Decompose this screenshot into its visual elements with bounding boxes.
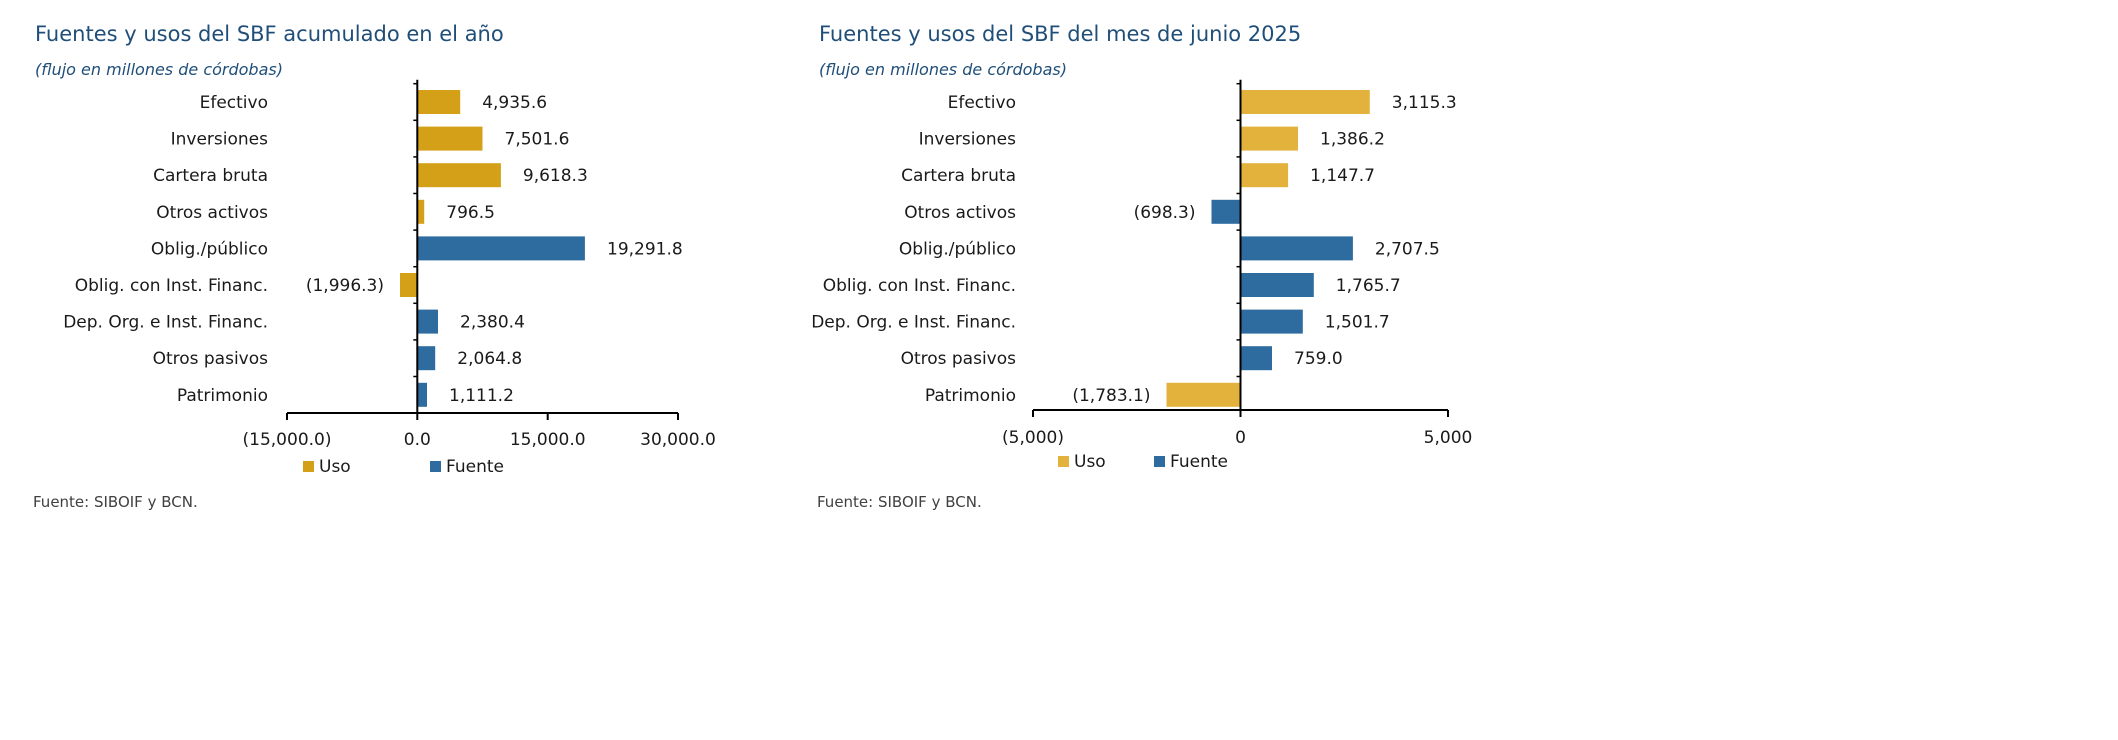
legend-swatch-uso [303, 461, 314, 472]
bar-4 [417, 199, 425, 224]
data-label: (698.3) [1134, 203, 1196, 223]
bar-2 [1240, 126, 1298, 151]
data-label: 2,064.8 [457, 349, 522, 369]
x-tick-label: 15,000.0 [510, 430, 586, 450]
chart-source: Fuente: SIBOIF y BCN. [817, 493, 982, 511]
legend-label: Fuente [1170, 452, 1228, 472]
bar-1 [1240, 90, 1370, 114]
bar-8 [1240, 346, 1272, 371]
bar-1 [417, 90, 461, 114]
bar-5 [1240, 236, 1353, 261]
bar-6 [1240, 273, 1314, 297]
bar-5 [417, 236, 585, 261]
data-label: 759.0 [1294, 349, 1343, 369]
x-tick-label: 0.0 [404, 430, 431, 450]
chart-source: Fuente: SIBOIF y BCN. [33, 493, 198, 511]
data-label: (1,996.3) [306, 276, 384, 296]
x-tick-label: 0 [1235, 428, 1246, 448]
category-label: Otros pasivos [901, 349, 1017, 369]
data-label: 3,115.3 [1392, 93, 1457, 113]
data-label: 19,291.8 [607, 239, 683, 259]
bar-7 [417, 309, 438, 334]
category-label: Oblig. con Inst. Financ. [823, 276, 1016, 296]
legend-label: Fuente [446, 457, 504, 477]
bar-series [1166, 90, 1370, 407]
category-label: Efectivo [200, 93, 268, 113]
chart-panel-june: Fuentes y usos del SBF del mes de junio … [784, 0, 1568, 544]
category-label: Dep. Org. e Inst. Financ. [811, 313, 1016, 333]
x-tick-label: 30,000.0 [640, 430, 716, 450]
category-label: Dep. Org. e Inst. Financ. [63, 313, 268, 333]
bar-2 [417, 126, 483, 151]
bar-9 [1166, 382, 1241, 407]
bar-8 [417, 346, 436, 371]
category-label: Patrimonio [925, 386, 1016, 406]
data-label: 1,147.7 [1310, 166, 1375, 186]
data-label: 9,618.3 [523, 166, 588, 186]
data-label: (1,783.1) [1072, 386, 1150, 406]
category-label: Oblig. con Inst. Financ. [75, 276, 268, 296]
legend-label: Uso [1074, 452, 1106, 472]
chart-subtitle: (flujo en millones de córdobas) [819, 60, 1067, 79]
x-tick-label: 5,000 [1424, 428, 1473, 448]
data-label: 1,501.7 [1325, 313, 1390, 333]
legend-swatch-uso [1058, 456, 1069, 467]
category-label: Patrimonio [177, 386, 268, 406]
legend-swatch-fuente [1154, 456, 1165, 467]
category-label: Otros activos [156, 203, 268, 223]
bar-chart-june: Efectivo 3,115.3 Inversiones 1,386.2 Cartera… [811, 79, 1473, 472]
chart-subtitle: (flujo en millones de córdobas) [35, 60, 283, 79]
category-label: Otros pasivos [153, 349, 269, 369]
data-label: 2,707.5 [1375, 239, 1440, 259]
category-label: Cartera bruta [153, 166, 268, 186]
bar-4 [1211, 199, 1241, 224]
legend-swatch-fuente [430, 461, 441, 472]
bar-series [400, 90, 585, 407]
bar-7 [1240, 309, 1303, 334]
bar-9 [417, 382, 427, 407]
x-tick-label: (15,000.0) [243, 430, 332, 450]
data-label: 4,935.6 [482, 93, 547, 113]
bar-3 [1240, 163, 1289, 188]
data-label: 7,501.6 [505, 130, 570, 150]
data-label: 2,380.4 [460, 313, 525, 333]
category-label: Inversiones [919, 130, 1017, 150]
chart-title: Fuentes y usos del SBF del mes de junio … [819, 22, 1302, 46]
legend-label: Uso [319, 457, 351, 477]
category-label: Oblig./público [899, 239, 1016, 259]
chart-panel-accumulated: Fuentes y usos del SBF acumulado en el a… [0, 0, 784, 544]
category-label: Cartera bruta [901, 166, 1016, 186]
data-label: 796.5 [446, 203, 495, 223]
bar-3 [417, 163, 501, 188]
data-label: 1,765.7 [1336, 276, 1401, 296]
data-label: 1,111.2 [449, 386, 514, 406]
bar-chart-accumulated: Efectivo 4,935.6 Inversiones 7,501.6 Cartera… [63, 79, 716, 477]
chart-title: Fuentes y usos del SBF acumulado en el a… [35, 22, 504, 46]
bar-6 [400, 273, 418, 297]
data-label: 1,386.2 [1320, 130, 1385, 150]
x-tick-label: (5,000) [1002, 428, 1064, 448]
category-label: Inversiones [171, 130, 269, 150]
category-label: Efectivo [948, 93, 1016, 113]
category-label: Oblig./público [151, 239, 268, 259]
category-label: Otros activos [904, 203, 1016, 223]
